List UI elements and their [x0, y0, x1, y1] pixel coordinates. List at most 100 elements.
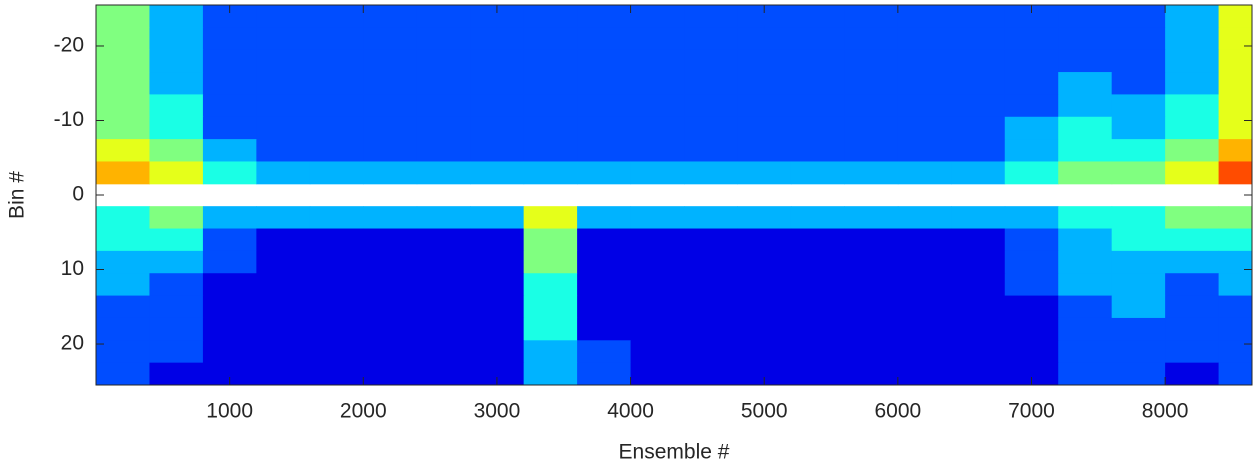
y-tick-label: 0 — [72, 183, 84, 206]
heat-cell — [149, 228, 204, 252]
heat-cell — [577, 94, 632, 118]
heat-cell — [1218, 27, 1252, 51]
heat-cell — [363, 340, 418, 364]
heat-cell — [523, 94, 578, 118]
heat-cell — [737, 94, 792, 118]
heat-cell — [897, 5, 952, 28]
x-tick-label: 7000 — [1008, 400, 1055, 423]
heat-cell — [951, 5, 1006, 28]
heat-cell — [256, 362, 311, 385]
heat-cell — [149, 362, 204, 385]
heat-cell — [684, 340, 738, 364]
heat-cell — [1218, 228, 1252, 252]
heat-cell — [309, 72, 364, 95]
heat-cell — [1004, 139, 1059, 162]
heat-cell — [96, 49, 150, 73]
heat-cell — [309, 139, 364, 162]
heat-cell — [737, 206, 792, 230]
heat-cell — [416, 5, 471, 28]
heat-cell — [630, 317, 685, 341]
x-tick-label: 6000 — [874, 400, 921, 423]
heat-cell — [416, 340, 471, 364]
heat-cell — [897, 116, 952, 140]
heat-cell — [1218, 250, 1252, 274]
heat-cell — [523, 49, 578, 73]
heat-cell — [523, 295, 578, 319]
heat-cell — [309, 273, 364, 297]
heat-cell — [96, 139, 150, 162]
heat-cell — [844, 340, 899, 364]
heat-cell — [1165, 5, 1220, 28]
heat-cell — [416, 161, 471, 185]
heat-cell — [363, 116, 418, 140]
heat-cell — [96, 161, 150, 185]
heat-cell — [1218, 161, 1252, 185]
heat-cell — [897, 139, 952, 162]
heat-cell — [737, 362, 792, 385]
heat-cell — [1165, 116, 1220, 140]
heat-cell — [96, 94, 150, 118]
heat-cell — [363, 317, 418, 341]
heat-cell — [1004, 94, 1059, 118]
heat-cell — [684, 250, 738, 274]
heat-cell — [951, 206, 1006, 230]
heat-cell — [416, 273, 471, 297]
heat-cell — [1058, 250, 1113, 274]
heat-cell — [1058, 340, 1113, 364]
heat-cell — [684, 139, 738, 162]
heat-cell — [363, 5, 418, 28]
heat-cell — [96, 273, 150, 297]
heat-cell — [737, 161, 792, 185]
heat-cell — [844, 94, 899, 118]
heat-cell — [470, 27, 525, 51]
heat-cell — [202, 27, 257, 51]
heat-cell — [684, 49, 738, 73]
heat-cell — [844, 72, 899, 95]
heat-cell — [523, 206, 578, 230]
x-tick-label: 1000 — [206, 400, 253, 423]
heat-cell — [363, 27, 418, 51]
heat-cell — [790, 273, 845, 297]
heat-cell — [96, 116, 150, 140]
heat-cell — [470, 362, 525, 385]
heat-cell — [1111, 161, 1166, 185]
heat-cell — [737, 317, 792, 341]
x-tick-label: 3000 — [474, 400, 521, 423]
heat-cell — [737, 49, 792, 73]
heat-cell — [256, 94, 311, 118]
heat-cell — [684, 317, 738, 341]
heat-cell — [790, 317, 845, 341]
heat-cell — [1111, 49, 1166, 73]
heat-cell — [737, 340, 792, 364]
heat-cell — [684, 27, 738, 51]
heat-cell — [1165, 72, 1220, 95]
heat-cell — [844, 362, 899, 385]
heat-cell — [630, 94, 685, 118]
heat-cell — [1111, 116, 1166, 140]
heat-cell — [577, 72, 632, 95]
heat-cell — [470, 206, 525, 230]
heat-cell — [309, 250, 364, 274]
heat-cell — [1165, 317, 1220, 341]
heat-cell — [951, 139, 1006, 162]
heat-cell — [1111, 139, 1166, 162]
heat-cell — [1165, 273, 1220, 297]
heat-cell — [897, 49, 952, 73]
heat-cell — [1004, 206, 1059, 230]
x-tick-label: 8000 — [1142, 400, 1189, 423]
heat-cell — [416, 362, 471, 385]
heat-cell — [1111, 340, 1166, 364]
heat-cell — [96, 206, 150, 230]
heat-cell — [1058, 116, 1113, 140]
heat-cell — [149, 206, 204, 230]
heat-cell — [470, 250, 525, 274]
heat-cell — [1165, 295, 1220, 319]
heat-cell — [1058, 72, 1113, 95]
heat-cell — [951, 72, 1006, 95]
y-axis-label: Bin # — [6, 171, 29, 219]
x-tick-label: 4000 — [607, 400, 654, 423]
x-tick-label: 5000 — [741, 400, 788, 423]
heat-cell — [844, 317, 899, 341]
heat-cell — [1218, 273, 1252, 297]
